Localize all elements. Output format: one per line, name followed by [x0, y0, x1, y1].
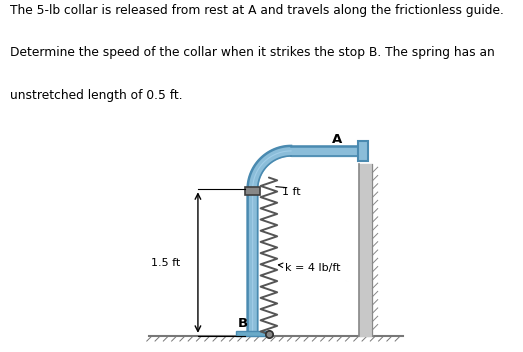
Text: 1.5 ft: 1.5 ft	[151, 258, 180, 268]
Text: unstretched length of 0.5 ft.: unstretched length of 0.5 ft.	[10, 89, 183, 102]
Bar	[236, 331, 269, 336]
Text: 1 ft: 1 ft	[282, 187, 301, 197]
Polygon shape	[247, 146, 291, 331]
Bar	[358, 142, 368, 161]
Bar	[245, 187, 260, 195]
Bar	[359, 164, 372, 336]
Text: A: A	[332, 133, 342, 146]
Text: k = 4 lb/ft: k = 4 lb/ft	[278, 263, 340, 273]
Text: The 5-lb collar is released from rest at A and travels along the frictionless gu: The 5-lb collar is released from rest at…	[10, 4, 504, 17]
Polygon shape	[291, 146, 362, 156]
Text: B: B	[238, 318, 248, 331]
Text: Determine the speed of the collar when it strikes the stop B. The spring has an: Determine the speed of the collar when i…	[10, 46, 495, 59]
